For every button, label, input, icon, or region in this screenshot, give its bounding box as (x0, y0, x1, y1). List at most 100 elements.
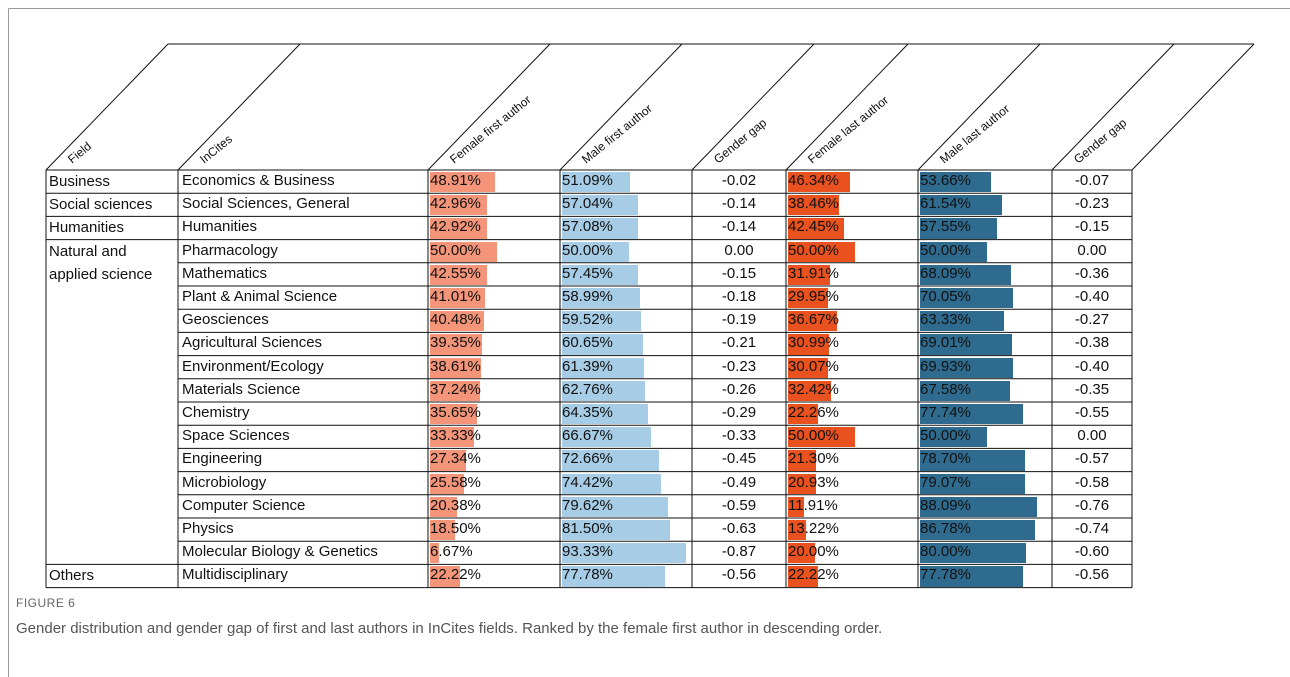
value-label: -0.87 (721, 543, 757, 561)
bar (788, 427, 855, 448)
value-label: -0.27 (1074, 311, 1110, 329)
incites-cell: Agricultural Sciences (182, 334, 323, 352)
value-label: 22.22% (788, 566, 839, 584)
incites-cell: Space Sciences (182, 427, 290, 445)
value-label: -0.29 (721, 404, 757, 421)
bar (430, 195, 488, 216)
bar (920, 566, 1024, 587)
value-label: 77.78% (562, 566, 613, 584)
bar (430, 241, 497, 262)
incites-cell: Physics (182, 520, 234, 537)
incites-cell: Molecular Biology & Genetics (182, 543, 378, 561)
value-label: -0.23 (721, 357, 757, 375)
bar (920, 450, 1025, 471)
value-label: -0.55 (1074, 404, 1110, 421)
value-label: 80.00% (920, 543, 971, 561)
bar (920, 334, 1012, 355)
value-label: -0.59 (721, 496, 757, 514)
bar (562, 427, 651, 448)
value-label: 50.00% (562, 241, 613, 259)
header-slant (691, 43, 815, 171)
bar (430, 380, 480, 401)
value-label: 20.00% (788, 543, 839, 561)
bar (562, 496, 668, 517)
bar (430, 288, 485, 309)
value-label: 77.78% (920, 566, 971, 584)
bar (788, 404, 818, 425)
bar (430, 427, 475, 448)
value-label: -0.76 (1074, 496, 1110, 514)
bar (920, 218, 997, 239)
value-label: -0.56 (1074, 566, 1110, 584)
header-slant (559, 43, 683, 171)
value-label: 61.54% (920, 195, 971, 213)
value-label: 6.67% (430, 543, 473, 561)
bar (562, 311, 642, 332)
incites-cell: Social Sciences, General (182, 195, 350, 213)
value-label: -0.21 (721, 334, 757, 352)
header-slant (785, 43, 909, 171)
value-label: 31.91% (788, 264, 839, 282)
value-label: 70.05% (920, 288, 971, 305)
value-label: 33.33% (430, 427, 481, 445)
value-label: -0.15 (1074, 218, 1110, 236)
value-label: -0.14 (721, 195, 757, 213)
value-label: -0.35 (1074, 380, 1110, 398)
bar (788, 218, 845, 239)
bar (430, 172, 496, 193)
value-label: 66.67% (562, 427, 613, 445)
field-cell: Humanities (49, 219, 125, 237)
bar (430, 264, 487, 285)
bar (562, 172, 630, 193)
value-label: 42.92% (430, 218, 481, 236)
value-label: 20.38% (430, 496, 481, 514)
value-label: 36.67% (788, 311, 839, 329)
value-label: 46.34% (788, 172, 839, 189)
value-label: 78.70% (920, 450, 971, 468)
caption: Gender distribution and gender gap of fi… (16, 620, 883, 637)
value-label: 79.62% (562, 496, 613, 514)
value-label: 68.09% (920, 264, 971, 282)
bar (430, 450, 467, 471)
header-slant (45, 43, 169, 171)
bar (562, 241, 629, 262)
value-label: 13.22% (788, 520, 839, 537)
bar (920, 543, 1027, 564)
bar (788, 496, 804, 517)
bar (920, 427, 987, 448)
bar (562, 473, 661, 494)
value-label: 81.50% (562, 520, 613, 537)
bar (788, 520, 806, 541)
value-label: 86.78% (920, 520, 971, 537)
bar (562, 195, 638, 216)
incites-cell: Humanities (182, 218, 258, 236)
value-label: -0.15 (721, 264, 757, 282)
value-label: 93.33% (562, 543, 613, 561)
value-label: -0.36 (1074, 264, 1110, 282)
field-cell: Natural and applied science (49, 242, 153, 283)
value-label: 42.45% (788, 218, 839, 236)
bar (920, 473, 1026, 494)
bar (920, 496, 1038, 517)
incites-cell: Multidisciplinary (182, 566, 288, 584)
column-header: Field (65, 139, 94, 166)
bar (788, 566, 818, 587)
value-label: 77.74% (920, 404, 971, 421)
bar (920, 264, 1011, 285)
bar (788, 543, 815, 564)
value-label: -0.07 (1074, 172, 1110, 189)
bar (430, 543, 439, 564)
value-label: -0.33 (721, 427, 757, 445)
column-header: InCites (197, 132, 235, 166)
bar (562, 357, 644, 378)
value-label: 22.26% (788, 404, 839, 421)
bar (788, 288, 828, 309)
bar (562, 288, 641, 309)
bar (920, 241, 987, 262)
bar (788, 195, 840, 216)
incites-cell: Materials Science (182, 380, 301, 398)
value-label: 64.35% (562, 404, 613, 421)
value-label: 38.61% (430, 357, 481, 375)
value-label: -0.58 (1074, 473, 1110, 491)
